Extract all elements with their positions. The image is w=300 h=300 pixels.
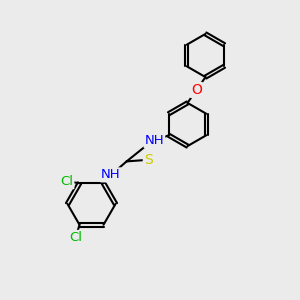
Text: O: O — [191, 83, 202, 97]
Text: S: S — [144, 153, 153, 167]
Text: Cl: Cl — [69, 231, 82, 244]
Text: NH: NH — [145, 134, 164, 147]
Text: NH: NH — [101, 168, 121, 182]
Text: Cl: Cl — [60, 175, 74, 188]
